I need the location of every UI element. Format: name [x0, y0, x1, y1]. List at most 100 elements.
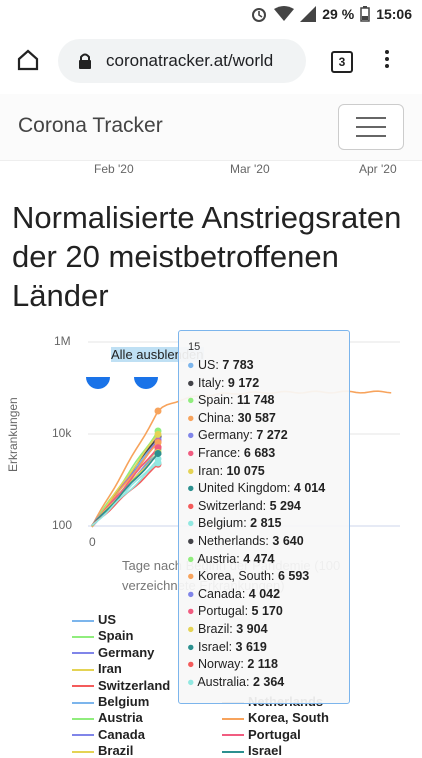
alarm-icon: [252, 8, 267, 22]
tab-switcher-button[interactable]: 3: [331, 51, 353, 73]
site-brand[interactable]: Corona Tracker: [18, 114, 163, 137]
x-tick-label: 0: [89, 535, 96, 549]
legend-swatch: [72, 619, 94, 622]
tooltip-series-name: Iran:: [198, 463, 227, 478]
legend-label: Austria: [98, 710, 143, 726]
legend-item[interactable]: Korea, South: [222, 710, 329, 725]
tooltip-series-value: 11 748: [236, 393, 275, 408]
legend-item[interactable]: Spain: [72, 628, 133, 643]
top-axis-tick: Apr '20: [359, 162, 397, 176]
hamburger-menu-button[interactable]: [338, 104, 404, 150]
tooltip-row: ● Austria: 4 474: [187, 552, 274, 566]
chart-tooltip: 15 ● US: 7 783 ● Italy: 9 172 ● Spain: 11 …: [178, 330, 350, 704]
legend-label: Germany: [98, 644, 155, 660]
series-dot-icon: ●: [187, 428, 199, 443]
tooltip-row: ● Korea, South: 6 593: [187, 569, 309, 583]
tooltip-series-name: Canada:: [198, 586, 249, 601]
legend-swatch: [222, 734, 244, 737]
tooltip-series-value: 5 294: [269, 498, 301, 513]
legend-item[interactable]: US: [72, 612, 116, 627]
browser-toolbar: coronatracker.at/world 3: [0, 30, 422, 92]
legend-item[interactable]: Iran: [72, 661, 122, 676]
top-axis-tick: Feb '20: [94, 162, 134, 176]
tooltip-series-name: Switzerland:: [198, 498, 270, 513]
tooltip-row: ● France: 6 683: [187, 446, 275, 460]
tooltip-series-name: US:: [198, 358, 223, 372]
legend-swatch: [72, 635, 94, 638]
legend-swatch: [222, 717, 244, 720]
lock-icon: [79, 53, 91, 69]
legend-item[interactable]: Belgium: [72, 694, 149, 709]
tooltip-series-value: 7 783: [222, 358, 254, 372]
legend-swatch: [72, 685, 94, 688]
tooltip-series-name: China:: [198, 410, 238, 425]
tooltip-row: ● Spain: 11 748: [187, 393, 275, 407]
tooltip-row: ● Canada: 4 042: [187, 587, 280, 601]
legend-swatch: [72, 750, 94, 753]
legend-item[interactable]: Israel: [222, 743, 282, 758]
y-tick-label: 10k: [52, 426, 72, 440]
legend-item[interactable]: Austria: [72, 710, 143, 725]
legend-item[interactable]: Canada: [72, 727, 145, 742]
tooltip-series-name: Portugal:: [198, 604, 252, 619]
legend-label: Spain: [98, 628, 134, 644]
series-dot-icon: ●: [187, 674, 198, 689]
legend-label: US: [98, 612, 117, 627]
home-icon[interactable]: [16, 48, 40, 72]
tooltip-series-name: Brazil:: [198, 622, 237, 636]
tooltip-row: ● Germany: 7 272: [187, 428, 288, 442]
legend-label: Canada: [98, 726, 145, 742]
legend-swatch: [72, 668, 94, 671]
legend-swatch: [72, 717, 94, 720]
zoom-handle-cover: [86, 365, 158, 377]
tooltip-series-name: Korea, South:: [198, 569, 278, 584]
tooltip-row: ● Switzerland: 5 294: [187, 499, 301, 513]
tooltip-row: ● Norway: 2 118: [187, 657, 278, 671]
legend-label: Portugal: [248, 726, 301, 742]
tooltip-series-value: 2 364: [252, 674, 285, 689]
series-dot-icon: ●: [187, 586, 199, 601]
tooltip-series-value: 2 815: [250, 516, 282, 531]
series-marker: [154, 459, 162, 467]
top-axis-tick: Mar '20: [230, 162, 270, 176]
series-dot-icon: ●: [187, 569, 199, 584]
series-line[interactable]: [91, 452, 159, 527]
series-marker: [154, 439, 162, 447]
legend-label: Brazil: [98, 743, 134, 758]
tooltip-series-name: Austria:: [197, 551, 244, 566]
tooltip-row: ● Australia: 2 364: [187, 675, 284, 689]
legend-item[interactable]: Portugal: [222, 727, 301, 742]
tooltip-series-value: 3 619: [235, 639, 267, 654]
y-tick-label: 100: [52, 518, 73, 532]
series-dot-icon: ●: [187, 622, 199, 636]
menu-icon[interactable]: [385, 50, 391, 71]
legend-label: Belgium: [98, 694, 150, 709]
tooltip-series-value: 6 593: [277, 569, 310, 584]
series-dot-icon: ●: [187, 481, 199, 496]
tooltip-series-name: France:: [198, 446, 244, 460]
address-bar[interactable]: coronatracker.at/world: [58, 39, 306, 83]
tooltip-series-name: Australia:: [197, 674, 253, 689]
battery-percent: 29 %: [322, 6, 355, 22]
tooltip-series-name: Israel:: [198, 639, 236, 654]
series-marker: [154, 407, 162, 415]
section-title: Normalisierte Anstriegsraten der 20 meis…: [12, 200, 402, 313]
series-dot-icon: ●: [187, 463, 199, 478]
tooltip-series-name: United Kingdom:: [198, 481, 294, 496]
wifi-icon: [274, 6, 295, 21]
legend-item[interactable]: Brazil: [72, 743, 133, 758]
series-dot-icon: ●: [187, 657, 199, 672]
chart-plot-area[interactable]: [0, 330, 422, 540]
y-tick-label: 1M: [54, 334, 71, 348]
legend-swatch: [222, 750, 244, 753]
series-line[interactable]: [91, 462, 159, 526]
legend-item[interactable]: Switzerland: [72, 678, 170, 693]
series-dot-icon: ●: [187, 551, 198, 566]
tooltip-series-value: 30 587: [237, 410, 276, 425]
status-bar: 29 % 15:06: [0, 0, 422, 30]
series-dot-icon: ●: [187, 498, 199, 513]
site-navbar: Corona Tracker: [0, 94, 422, 161]
legend-item[interactable]: Germany: [72, 645, 154, 660]
tooltip-series-value: 2 118: [247, 657, 278, 672]
series-line[interactable]: [91, 433, 159, 527]
